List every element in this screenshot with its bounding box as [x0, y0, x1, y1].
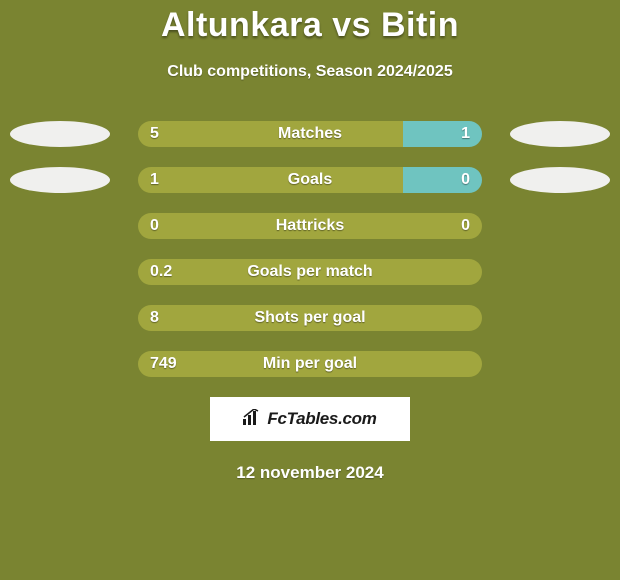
- stat-row: Matches51: [0, 121, 620, 147]
- footer-brand-badge: FcTables.com: [210, 397, 410, 441]
- player-left-marker: [10, 121, 110, 147]
- stat-bar-left: [138, 213, 482, 239]
- stat-row: Min per goal749: [0, 351, 620, 377]
- stat-bar-right: [403, 167, 482, 193]
- stat-row: Goals10: [0, 167, 620, 193]
- player-right-marker: [510, 121, 610, 147]
- stat-bar: Min per goal749: [138, 351, 482, 377]
- stat-bar: Goals10: [138, 167, 482, 193]
- stat-row: Goals per match0.2: [0, 259, 620, 285]
- stat-bar: Shots per goal8: [138, 305, 482, 331]
- stat-row: Shots per goal8: [0, 305, 620, 331]
- stat-row: Hattricks00: [0, 213, 620, 239]
- stat-bar-left: [138, 121, 403, 147]
- subtitle: Club competitions, Season 2024/2025: [0, 63, 620, 81]
- stat-bar: Goals per match0.2: [138, 259, 482, 285]
- stat-bar-left: [138, 167, 403, 193]
- player-left-marker: [10, 167, 110, 193]
- stat-bar: Hattricks00: [138, 213, 482, 239]
- date-label: 12 november 2024: [0, 463, 620, 483]
- stat-bar-left: [138, 305, 482, 331]
- page-title: Altunkara vs Bitin: [0, 0, 620, 45]
- stat-bar: Matches51: [138, 121, 482, 147]
- chart-icon: [243, 409, 261, 430]
- stats-container: Matches51 Goals10 Hattricks00 Goals per mat…: [0, 121, 620, 377]
- stat-bar-left: [138, 259, 482, 285]
- footer-brand-text: FcTables.com: [267, 409, 376, 429]
- player-right-marker: [510, 167, 610, 193]
- stat-bar-right: [403, 121, 482, 147]
- stat-bar-left: [138, 351, 482, 377]
